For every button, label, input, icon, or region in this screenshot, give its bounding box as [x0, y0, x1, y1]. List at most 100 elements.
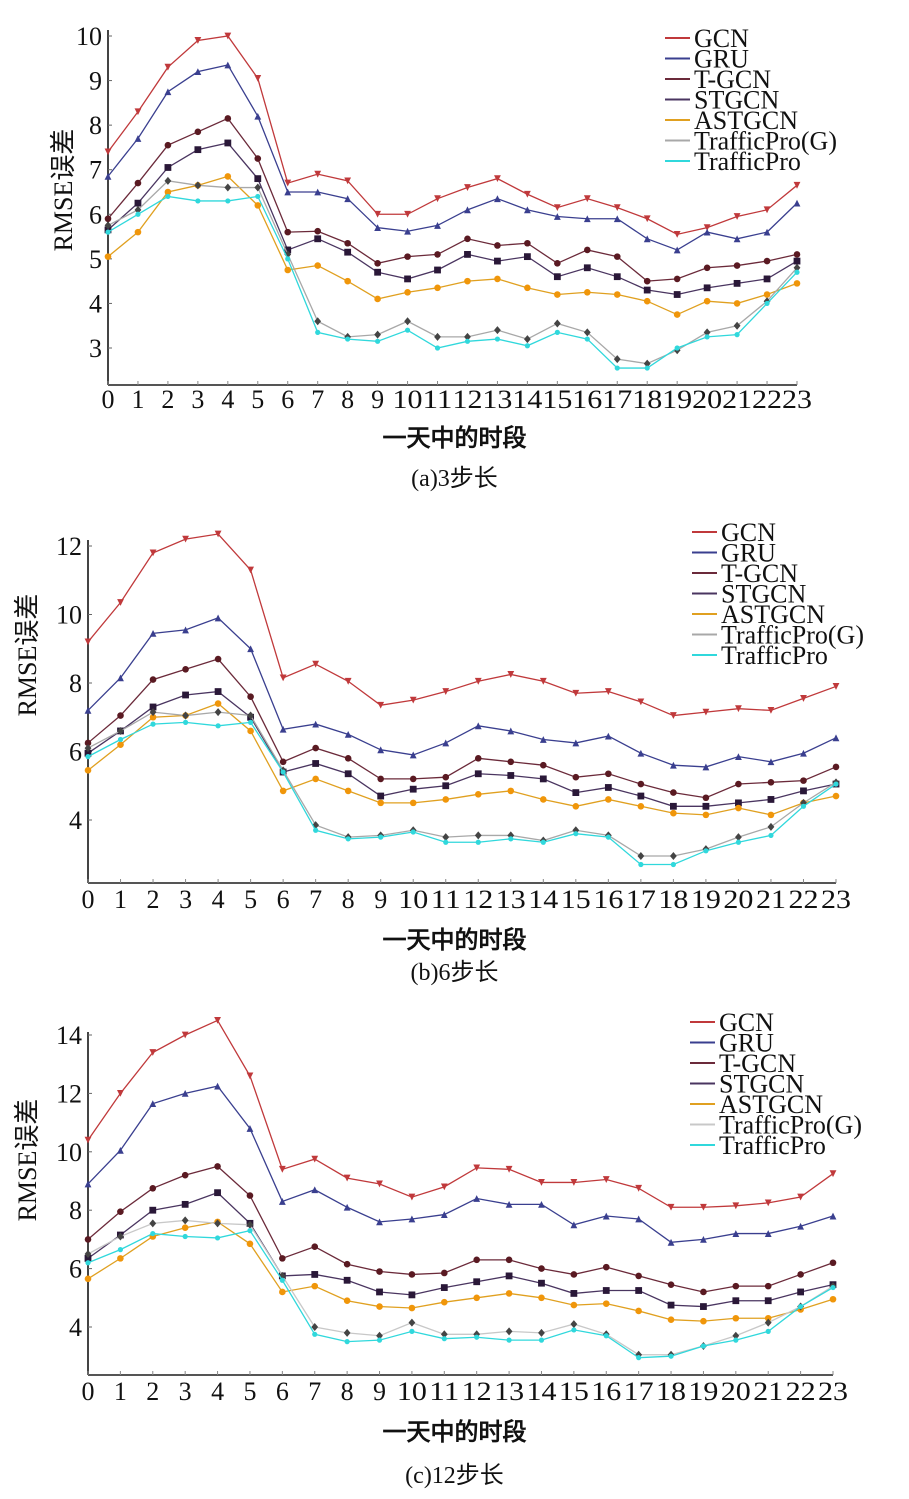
data-point	[344, 195, 352, 203]
data-point	[224, 139, 232, 147]
data-point	[344, 755, 352, 762]
data-point	[669, 802, 677, 810]
data-point	[279, 1288, 286, 1296]
data-point	[733, 235, 741, 243]
x-tick-label: 23	[818, 1377, 848, 1406]
data-point	[703, 848, 709, 854]
data-point	[540, 796, 547, 803]
data-point	[84, 1250, 92, 1258]
data-point	[635, 1272, 642, 1280]
data-point	[494, 242, 501, 249]
series-line	[107, 195, 798, 369]
data-point	[345, 336, 351, 342]
x-tick-label: 10	[398, 885, 428, 914]
data-point	[669, 712, 677, 719]
data-point	[105, 229, 111, 235]
data-point	[164, 88, 172, 96]
x-tick-label: 20	[692, 385, 722, 414]
data-point	[538, 1328, 545, 1337]
x-tick-label: 8	[341, 385, 354, 414]
data-point	[732, 1331, 740, 1340]
data-point	[311, 1323, 319, 1331]
data-point	[570, 1320, 578, 1329]
data-point	[474, 755, 482, 762]
data-point	[613, 355, 621, 364]
data-point	[572, 803, 580, 810]
data-point	[732, 1230, 740, 1237]
x-tick-label: 14	[528, 885, 558, 914]
data-point	[314, 235, 322, 243]
data-point	[604, 688, 612, 695]
series-trafficpro	[85, 1228, 836, 1361]
data-point	[605, 770, 612, 778]
data-point	[84, 1236, 92, 1243]
x-tick-label: 4	[212, 885, 225, 914]
chart-b-caption: (b)6步长	[410, 960, 499, 986]
legend: GCNGRUT-GCNSTGCNASTGCNTrafficPro(G)Traff…	[690, 1008, 862, 1160]
data-point	[182, 691, 189, 699]
data-point	[553, 213, 561, 220]
data-point	[149, 629, 157, 637]
data-point	[284, 228, 292, 236]
data-point	[149, 1206, 157, 1214]
data-point	[440, 1183, 448, 1191]
data-point	[254, 74, 262, 82]
data-point	[670, 809, 677, 817]
data-point	[570, 1179, 578, 1186]
data-point	[573, 831, 579, 837]
data-point	[434, 332, 441, 341]
data-point	[214, 655, 222, 663]
data-point	[473, 1256, 480, 1264]
data-point	[409, 696, 417, 704]
data-point	[538, 1265, 545, 1272]
data-point	[733, 321, 741, 330]
x-tick-label: 18	[658, 885, 688, 914]
data-point	[374, 224, 382, 232]
data-point	[833, 781, 839, 787]
data-point	[473, 1330, 481, 1339]
data-point	[572, 773, 580, 781]
data-point	[635, 1307, 642, 1315]
chart-c-caption: (c)12步长	[405, 1463, 504, 1489]
data-point	[602, 1300, 610, 1307]
series-line	[87, 533, 837, 717]
x-tick-label: 15	[561, 885, 591, 914]
data-point	[246, 1240, 254, 1248]
data-point	[284, 246, 292, 254]
data-point	[667, 1281, 675, 1288]
data-point	[673, 311, 681, 318]
series-gru	[84, 614, 840, 771]
y-tick-label: 10	[56, 601, 82, 630]
legend-item: GCN	[690, 1008, 774, 1037]
data-point	[473, 1164, 481, 1172]
x-tick-label: 6	[276, 1377, 289, 1406]
legend: GCNGRUT-GCNSTGCNASTGCNTrafficPro(G)Traff…	[692, 518, 864, 670]
x-tick-label: 19	[688, 1377, 718, 1406]
data-point	[194, 37, 202, 44]
chart-b-xlabel: 一天中的时段	[382, 926, 527, 954]
legend-label: TrafficPro(G)	[719, 1111, 862, 1140]
x-tick-label: 3	[179, 885, 192, 914]
data-point	[225, 198, 231, 204]
y-tick-label: 10	[76, 22, 102, 51]
data-point	[474, 677, 482, 685]
data-point	[505, 1165, 513, 1173]
data-point	[182, 719, 189, 725]
data-point	[583, 264, 591, 272]
data-point	[441, 1269, 448, 1277]
data-point	[735, 799, 742, 807]
x-tick-label: 16	[591, 1377, 621, 1406]
data-point	[700, 1317, 707, 1325]
y-tick-label: 5	[89, 245, 102, 274]
data-point	[702, 763, 710, 771]
x-tick-label: 1	[114, 885, 127, 914]
data-point	[507, 758, 515, 766]
series-line	[87, 1165, 834, 1293]
data-point	[669, 761, 677, 769]
data-point	[194, 146, 202, 154]
chart-a-xlabel: 一天中的时段	[382, 424, 527, 452]
data-point	[538, 1179, 545, 1186]
data-point	[247, 566, 255, 574]
data-point	[668, 1353, 674, 1359]
legend-item: GRU	[690, 1029, 774, 1058]
